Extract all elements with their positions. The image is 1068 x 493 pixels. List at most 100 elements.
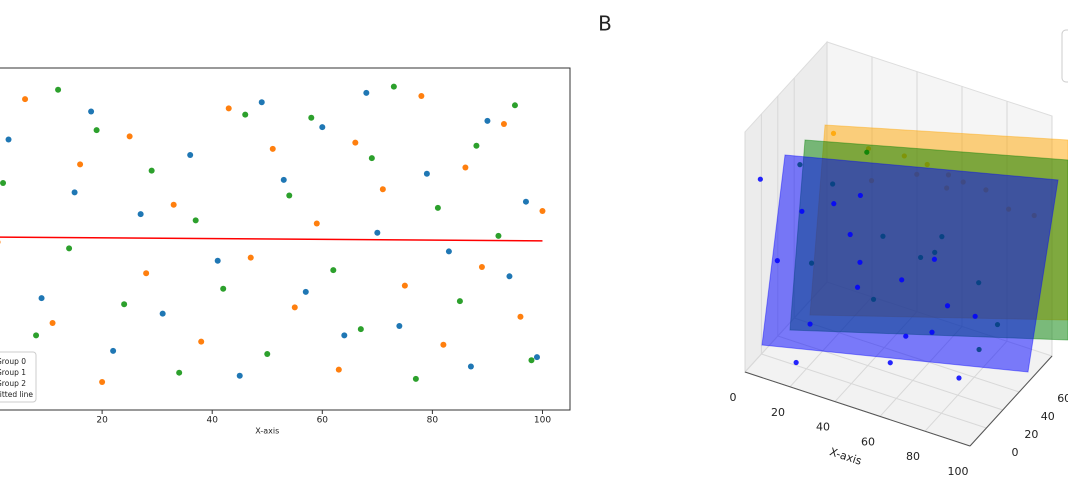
point: [774, 258, 780, 264]
x-tick-label: 20: [771, 406, 785, 419]
point: [854, 284, 861, 290]
x-tick-label: 0: [730, 391, 737, 404]
point: [363, 89, 370, 96]
point: [478, 263, 485, 270]
x-tick-label: 60: [861, 435, 875, 448]
point: [236, 372, 243, 379]
point: [143, 270, 150, 277]
point: [374, 229, 381, 236]
point: [956, 375, 962, 381]
point: [38, 295, 45, 302]
plot-frame: [0, 67, 571, 411]
point: [33, 332, 40, 339]
point: [857, 192, 863, 199]
point: [793, 359, 799, 366]
point: [440, 341, 447, 348]
point: [887, 360, 893, 366]
point: [467, 363, 474, 370]
point: [88, 108, 95, 115]
point: [462, 164, 469, 171]
y-axis: [969, 355, 1053, 447]
point: [484, 117, 491, 124]
point: [352, 139, 359, 146]
point: [258, 99, 265, 106]
point: [137, 211, 144, 218]
point: [319, 124, 326, 131]
point: [93, 127, 100, 134]
point: [423, 170, 430, 177]
point: [972, 313, 978, 319]
point: [286, 192, 293, 199]
point: [807, 321, 813, 327]
point: [225, 105, 232, 112]
point: [539, 208, 546, 215]
point: [456, 298, 463, 305]
point: [528, 357, 535, 364]
point: [473, 142, 480, 149]
point: [291, 304, 298, 311]
point: [71, 189, 78, 196]
point: [357, 326, 364, 333]
y-tick-label: 40: [1041, 410, 1055, 423]
point: [903, 333, 909, 339]
x-tick-label: 80: [906, 450, 920, 463]
point: [330, 267, 337, 274]
point: [341, 332, 348, 339]
point: [126, 133, 133, 140]
point: [66, 245, 73, 252]
point: [187, 152, 194, 159]
y-tick-label: 60: [1057, 392, 1068, 405]
point: [847, 231, 853, 238]
point: [308, 114, 315, 121]
x-axis-label: X-axis: [255, 427, 279, 436]
point: [511, 102, 518, 109]
point: [495, 232, 502, 239]
point: [831, 201, 837, 207]
point: [864, 149, 870, 155]
point: [335, 366, 342, 373]
point: [412, 375, 419, 382]
point: [944, 303, 951, 309]
x-tick-label: 40: [206, 416, 218, 426]
legend-label: Group 2: [0, 379, 26, 388]
point: [110, 347, 117, 354]
point: [445, 248, 452, 255]
point: [517, 313, 524, 320]
panel-label: B: [598, 12, 612, 36]
legend-label: Group 0: [0, 357, 26, 366]
x-axis-label: X-axis: [828, 445, 864, 468]
point: [77, 161, 84, 168]
point: [757, 176, 763, 182]
point: [522, 198, 529, 205]
point: [247, 254, 254, 261]
point: [533, 354, 540, 361]
point: [99, 379, 106, 386]
point: [379, 186, 386, 193]
fit-plane: [761, 154, 1059, 373]
fitted-line: [0, 236, 543, 242]
point: [401, 282, 408, 289]
point: [434, 204, 441, 211]
x-tick-label: 100: [534, 416, 551, 426]
point: [302, 288, 309, 295]
point: [368, 155, 375, 162]
x-axis: [744, 371, 971, 447]
left-chart: 20 40 60 80 100 X-axis Group 0 Group 1 Group 2 Fi…: [0, 83, 551, 436]
point: [176, 369, 183, 376]
x-tick-label: 20: [96, 416, 108, 426]
point: [214, 257, 221, 264]
legend-label: Fitted line: [0, 390, 33, 399]
point: [929, 329, 935, 335]
point: [857, 259, 863, 265]
point: [5, 136, 12, 143]
point: [313, 220, 320, 227]
point: [396, 323, 403, 330]
point: [55, 86, 62, 93]
point: [0, 180, 7, 187]
x-tick-label: 40: [816, 421, 830, 434]
point: [280, 176, 287, 183]
point: [170, 201, 177, 208]
point: [159, 310, 166, 317]
x-tick-label: 100: [948, 465, 969, 478]
